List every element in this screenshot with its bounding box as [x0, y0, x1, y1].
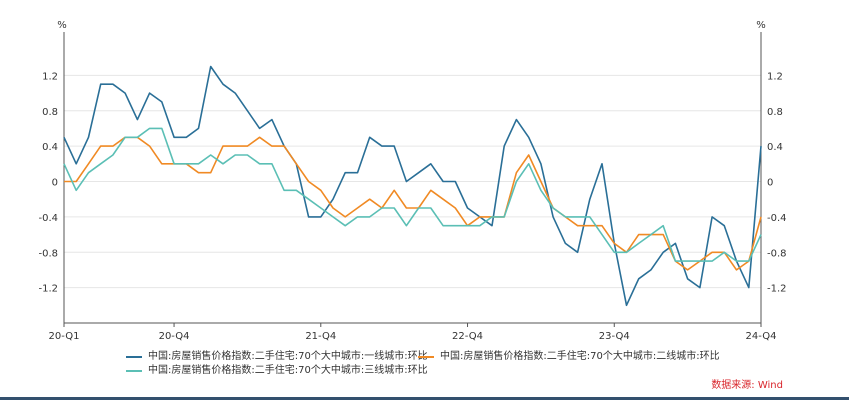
series-lines: [63, 65, 762, 307]
y-tick-label-right: 0.8: [767, 107, 783, 118]
y-axis-unit-left: %: [57, 20, 67, 31]
legend-item-tier1: 中国:房屋销售价格指数:二手住宅:70个大中城市:一线城市:环比: [126, 348, 428, 365]
x-tick-label: 21-Q4: [305, 331, 336, 342]
y-tick-label-right: -0.4: [767, 213, 787, 224]
series-line-1: [63, 65, 762, 307]
y-tick-label-left: -0.8: [38, 248, 58, 259]
y-tick-label-right: 1.2: [767, 71, 783, 82]
y-tick-label-right: -0.8: [767, 248, 787, 259]
y-tick-label-left: 0: [52, 178, 58, 189]
series-line-2: [64, 136, 762, 271]
y-tick-label-right: 0.4: [767, 142, 783, 153]
y-axis-left: 1.2 0.8 0.4 0 -0.4 -0.8 -1.2: [38, 32, 65, 323]
y-tick-label-left: 1.2: [42, 71, 58, 82]
legend-item-tier3: 中国:房屋销售价格指数:二手住宅:70个大中城市:三线城市:环比: [126, 362, 428, 379]
series-line-3: [63, 127, 762, 262]
x-tick-label: 23-Q4: [599, 331, 630, 342]
y-tick-label-left: -0.4: [38, 213, 58, 224]
y-axis-right: 1.2 0.8 0.4 0 -0.4 -0.8 -1.2: [760, 32, 787, 323]
y-tick-label-left: 0.4: [42, 142, 58, 153]
x-tick-label: 24-Q4: [746, 331, 777, 342]
legend-label-tier1: 中国:房屋销售价格指数:二手住宅:70个大中城市:一线城市:环比: [148, 351, 428, 362]
legend-swatch-tier3: [126, 369, 142, 372]
x-tick-label: 20-Q4: [159, 331, 190, 342]
x-tick-label: 22-Q4: [452, 331, 483, 342]
y-tick-label-left: 0.8: [42, 107, 58, 118]
x-axis: 20-Q1 20-Q4 21-Q4 22-Q4 23-Q4 24-Q4: [49, 322, 777, 342]
y-tick-label-left: -1.2: [38, 284, 58, 295]
y-tick-label-right: 0: [767, 178, 773, 189]
legend-label-tier2: 中国:房屋销售价格指数:二手住宅:70个大中城市:二线城市:环比: [440, 351, 720, 362]
y-axis-unit-right: %: [756, 20, 766, 31]
y-tick-label-right: -1.2: [767, 284, 787, 295]
x-tick-label: 20-Q1: [49, 331, 80, 342]
data-source-note: 数据来源: Wind: [711, 380, 783, 391]
legend-swatch-tier1: [126, 355, 142, 358]
legend-label-tier3: 中国:房屋销售价格指数:二手住宅:70个大中城市:三线城市:环比: [148, 365, 428, 376]
bottom-divider: [0, 397, 849, 400]
legend-item-tier2: 中国:房屋销售价格指数:二手住宅:70个大中城市:二线城市:环比: [418, 348, 720, 365]
gridlines: [64, 74, 761, 289]
legend-swatch-tier2: [418, 355, 434, 358]
